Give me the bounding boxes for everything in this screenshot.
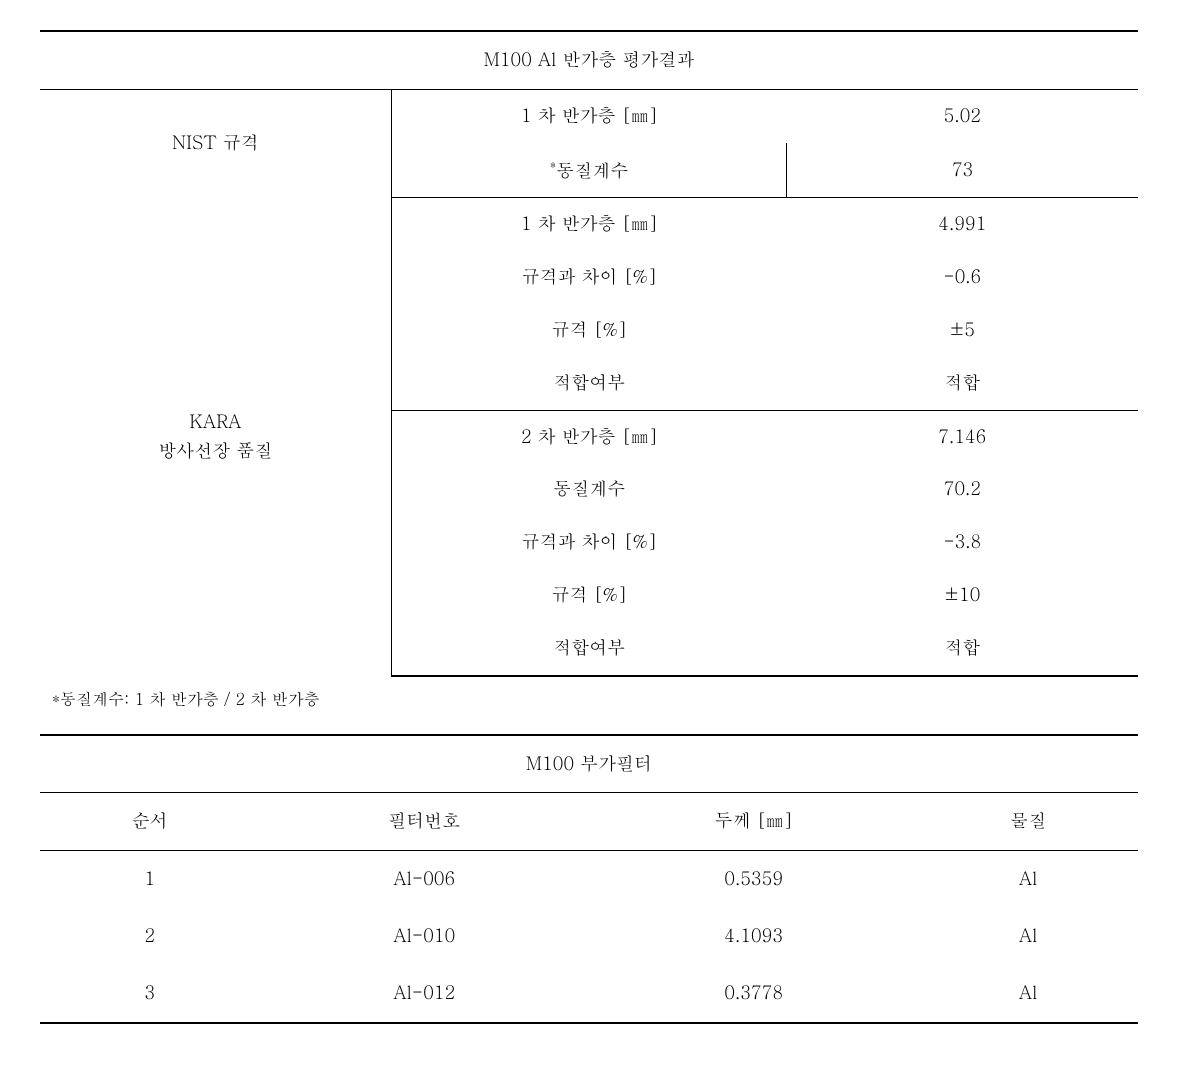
table2-cell: 0.3778	[589, 965, 918, 1023]
kara-param-label: 규격 [%]	[391, 569, 786, 622]
evaluation-results-table: M100 Al 반가층 평가결과 NIST 규격 1 차 반가층 [㎜] 5.0…	[40, 30, 1138, 677]
kara-param-value: 적합	[787, 622, 1138, 676]
kara-param-label: 규격과 차이 [%]	[391, 251, 786, 304]
kara-param-value: 4.991	[787, 198, 1138, 251]
table2-cell: Al	[918, 965, 1138, 1023]
kara-param-label: 동질계수	[391, 463, 786, 516]
table2-col-header: 순서	[40, 793, 260, 851]
kara-param-label: 적합여부	[391, 357, 786, 410]
table-row: 3 Al-012 0.3778 Al	[40, 965, 1138, 1023]
kara-param-label: 규격 [%]	[391, 304, 786, 357]
table-row: 2 Al-010 4.1093 Al	[40, 908, 1138, 965]
table2-header-row: 순서 필터번호 두께 [㎜] 물질	[40, 793, 1138, 851]
nist-label: NIST 규격	[40, 89, 391, 198]
kara-param-label: 규격과 차이 [%]	[391, 516, 786, 569]
table2-cell: 3	[40, 965, 260, 1023]
nist-param-value: 73	[787, 143, 1138, 198]
kara-param-value: ±10	[787, 569, 1138, 622]
kara-param-value: 7.146	[787, 410, 1138, 463]
nist-param-label: *동질계수	[391, 143, 786, 198]
table1-title: M100 Al 반가층 평가결과	[40, 31, 1138, 89]
table1-footnote: *동질계수: 1 차 반가층 / 2 차 반가층	[40, 681, 1138, 734]
kara-row: KARA 방사선장 품질 1 차 반가층 [㎜] 4.991	[40, 198, 1138, 251]
kara-label-line1: KARA	[189, 409, 241, 434]
table2-cell: Al-010	[260, 908, 589, 965]
table2-cell: Al	[918, 908, 1138, 965]
table2-cell: 4.1093	[589, 908, 918, 965]
kara-param-label: 적합여부	[391, 622, 786, 676]
filter-table: M100 부가필터 순서 필터번호 두께 [㎜] 물질 1 Al-006 0.5…	[40, 734, 1138, 1024]
table2-title-row: M100 부가필터	[40, 735, 1138, 793]
kara-param-value: -0.6	[787, 251, 1138, 304]
table2-col-header: 두께 [㎜]	[589, 793, 918, 851]
nist-row: NIST 규격 1 차 반가층 [㎜] 5.02	[40, 89, 1138, 142]
nist-param-label: 1 차 반가층 [㎜]	[391, 89, 786, 142]
kara-param-value: 적합	[787, 357, 1138, 410]
kara-label: KARA 방사선장 품질	[40, 198, 391, 676]
table-row: 1 Al-006 0.5359 Al	[40, 851, 1138, 908]
kara-param-value: ±5	[787, 304, 1138, 357]
table2-cell: Al	[918, 851, 1138, 908]
table2-cell: 2	[40, 908, 260, 965]
table2-col-header: 필터번호	[260, 793, 589, 851]
table2-cell: 0.5359	[589, 851, 918, 908]
table2-cell: Al-012	[260, 965, 589, 1023]
table1-title-row: M100 Al 반가층 평가결과	[40, 31, 1138, 89]
kara-param-value: -3.8	[787, 516, 1138, 569]
table2-title: M100 부가필터	[40, 735, 1138, 793]
nist-param-value: 5.02	[787, 89, 1138, 142]
table2-cell: Al-006	[260, 851, 589, 908]
table2-cell: 1	[40, 851, 260, 908]
table2-col-header: 물질	[918, 793, 1138, 851]
kara-param-label: 1 차 반가층 [㎜]	[391, 198, 786, 251]
kara-param-value: 70.2	[787, 463, 1138, 516]
kara-label-line2: 방사선장 품질	[158, 438, 272, 463]
kara-param-label: 2 차 반가층 [㎜]	[391, 410, 786, 463]
